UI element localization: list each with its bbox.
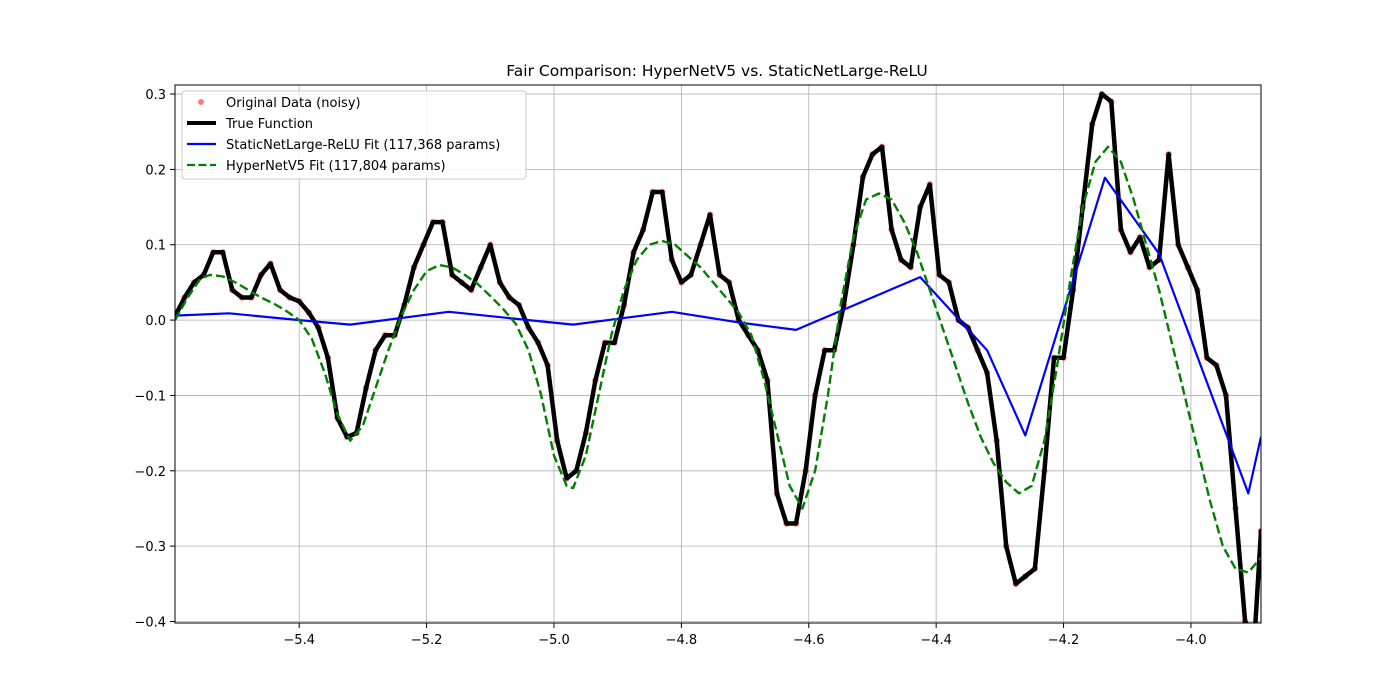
chart-title: Fair Comparison: HyperNetV5 vs. StaticNe… [506, 62, 927, 80]
y-tick-label: 0.3 [145, 88, 166, 103]
legend: Original Data (noisy) True Function Static… [181, 90, 527, 180]
y-tick-label: −0.3 [134, 540, 166, 555]
x-axis: −5.4 −5.2 −5.0 −4.8 −4.6 −4.4 −4.2 −4.0 [283, 623, 1207, 648]
legend-box [181, 90, 527, 180]
y-tick-label: −0.2 [134, 465, 166, 480]
legend-label: StaticNetLarge-ReLU Fit (117,368 params) [226, 138, 500, 153]
legend-label: True Function [225, 117, 313, 132]
legend-true-function: True Function [187, 117, 313, 132]
legend-marker [198, 99, 204, 105]
y-axis: −0.4 −0.3 −0.2 −0.1 0.0 0.1 0.2 0.3 [134, 88, 175, 630]
series-hypernet-fit [175, 145, 1261, 574]
legend-label: HyperNetV5 Fit (117,804 params) [226, 159, 446, 174]
plot-frame [174, 84, 1262, 624]
x-tick-label: −4.4 [920, 633, 952, 648]
y-tick-label: 0.1 [145, 239, 166, 254]
x-tick-label: −5.4 [283, 633, 315, 648]
data-point [1251, 633, 1257, 639]
y-tick-label: −0.1 [134, 389, 166, 404]
x-tick-label: −4.8 [666, 633, 698, 648]
series-staticnet-fit [175, 176, 1261, 495]
x-tick-label: −4.0 [1175, 633, 1207, 648]
legend-original-data: Original Data (noisy) [198, 96, 361, 111]
legend-hypernet-fit: HyperNetV5 Fit (117,804 params) [187, 159, 446, 174]
y-tick-label: 0.0 [145, 314, 166, 329]
x-tick-label: −4.2 [1048, 633, 1080, 648]
y-tick-label: −0.4 [134, 615, 166, 630]
legend-staticnet-fit: StaticNetLarge-ReLU Fit (117,368 params) [187, 138, 500, 153]
y-tick-label: 0.2 [145, 163, 166, 178]
legend-label: Original Data (noisy) [226, 96, 361, 111]
x-tick-label: −5.2 [411, 633, 443, 648]
x-tick-label: −4.6 [793, 633, 825, 648]
x-tick-label: −5.0 [538, 633, 570, 648]
plot-area [175, 90, 1261, 639]
